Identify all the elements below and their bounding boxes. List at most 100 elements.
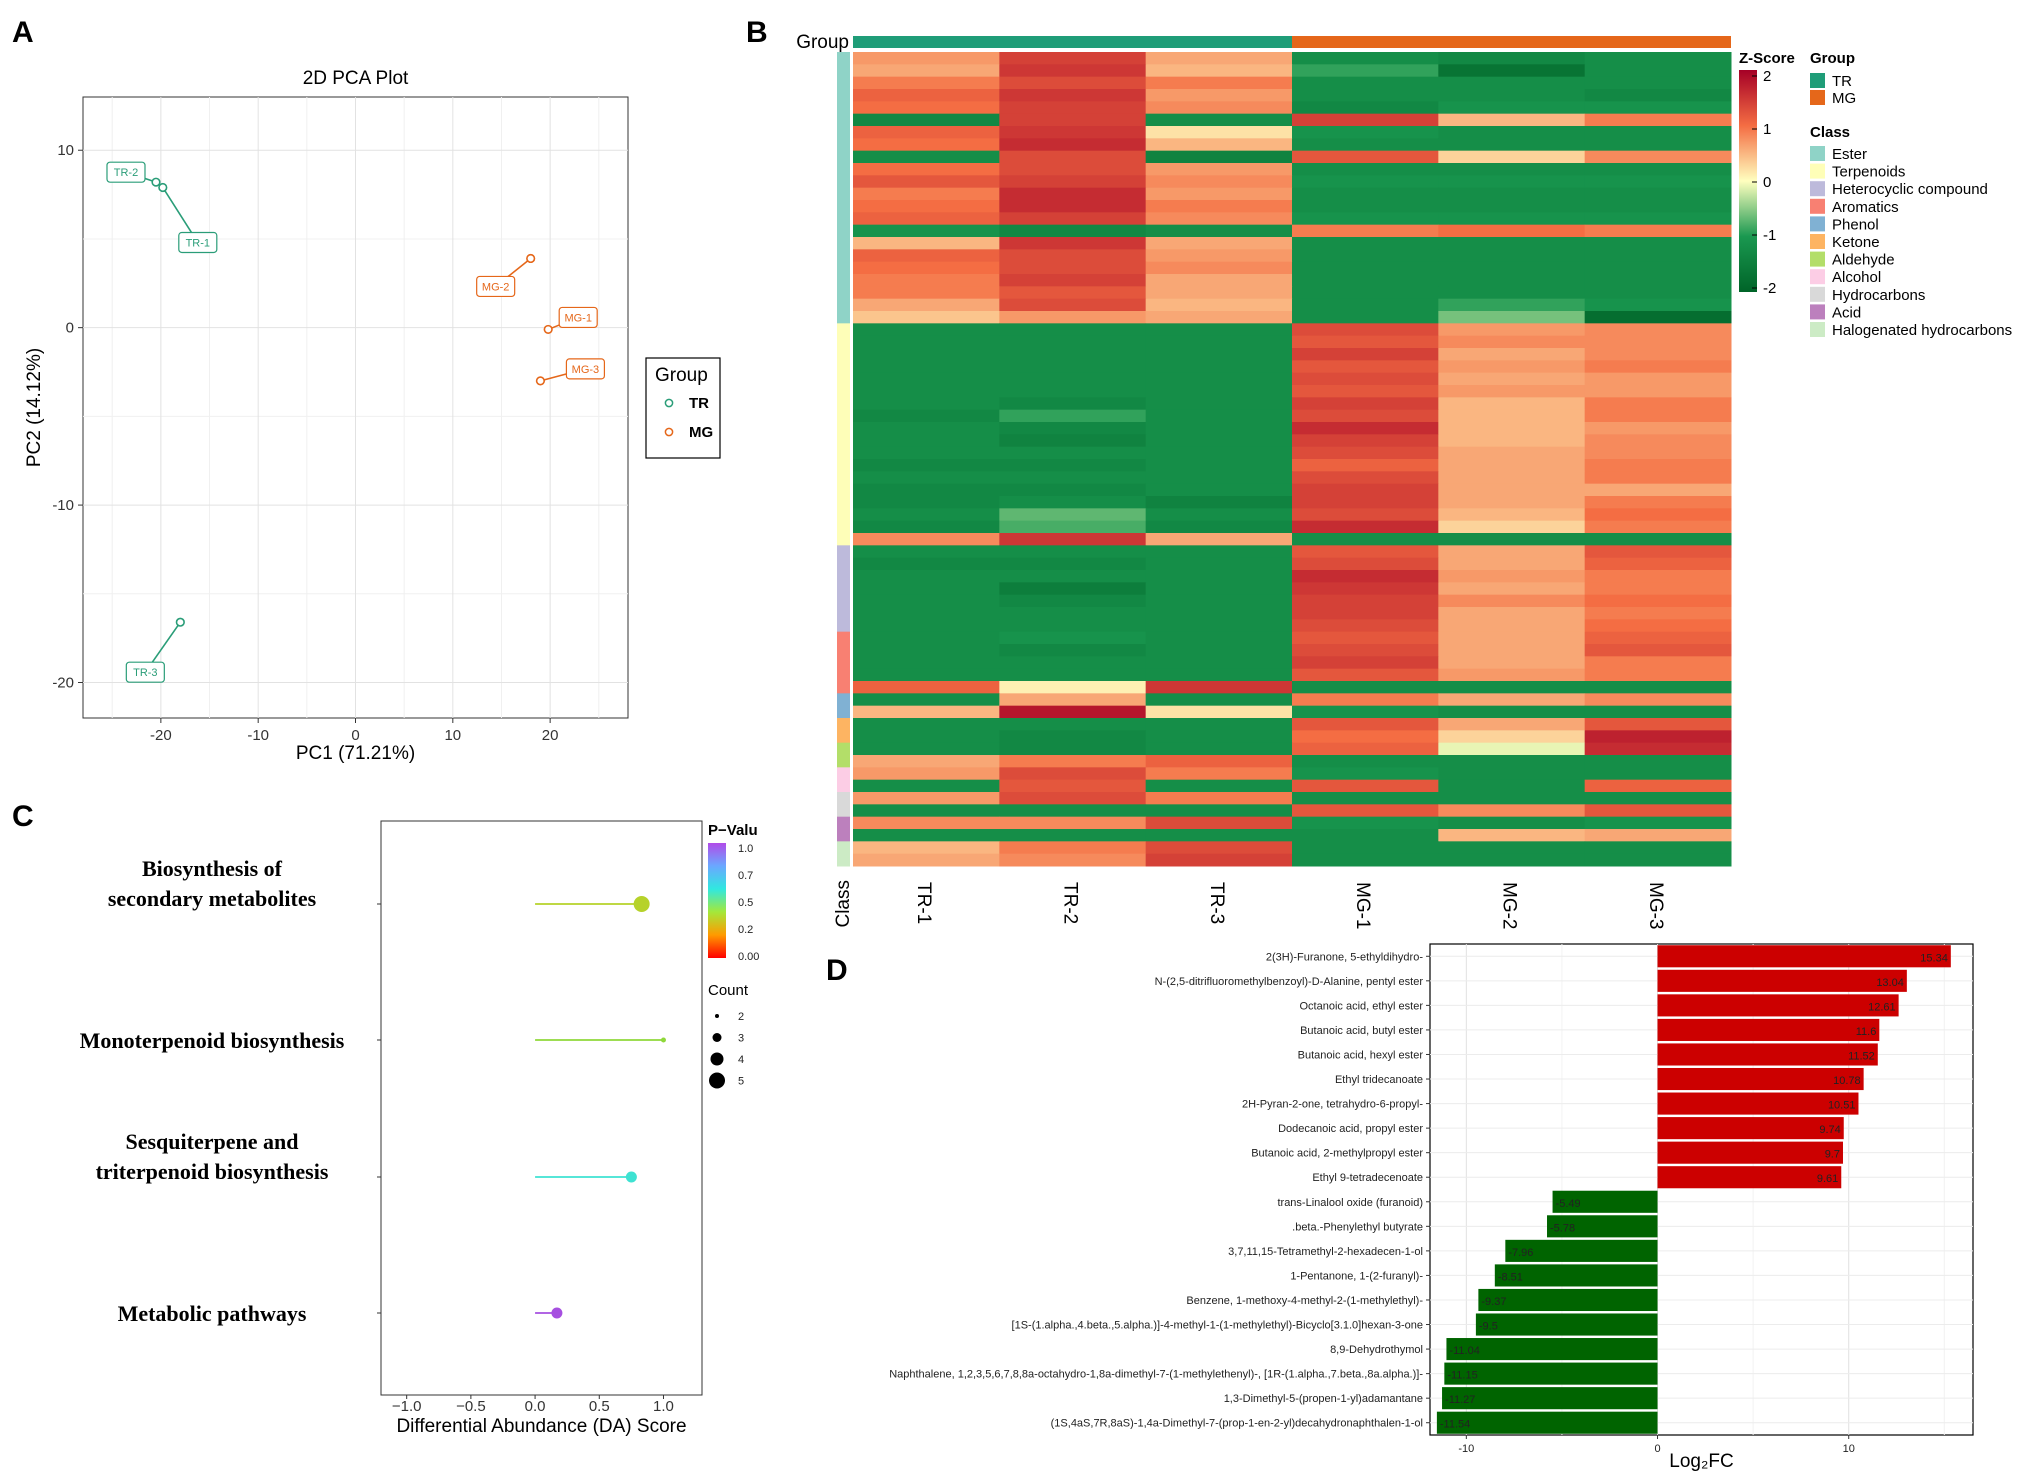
heatmap-cell (999, 434, 1147, 448)
bar (1657, 1092, 1859, 1115)
heatmap-cell (1145, 644, 1293, 657)
bar (1657, 994, 1899, 1017)
heatmap-cell (1145, 557, 1293, 571)
pca-point (151, 177, 161, 187)
column-label: MG-3 (1645, 882, 1666, 930)
heatmap-cell (1584, 570, 1732, 583)
point-label: MG-2 (482, 281, 510, 293)
value-label: -7.96 (1508, 1247, 1533, 1259)
class-bar-segment (837, 792, 850, 818)
heatmap-cell (1584, 853, 1732, 867)
heatmap-cell (1145, 224, 1293, 238)
heatmap-cell (1438, 755, 1586, 768)
heatmap-cell (1292, 767, 1439, 781)
heatmap-cell (1145, 249, 1293, 263)
x-tick-label: −1.0 (392, 1398, 422, 1415)
heatmap-cell (1292, 409, 1439, 423)
class-legend-label: Alcohol (1832, 269, 1881, 286)
heatmap-cell (1438, 323, 1586, 337)
heatmap-cell (1145, 520, 1293, 534)
heatmap-cell (1145, 570, 1293, 583)
heatmap-cell (1145, 76, 1293, 90)
heatmap-cell (853, 853, 1000, 867)
class-legend-swatch (1810, 304, 1825, 320)
value-label: 9.7 (1825, 1149, 1840, 1161)
heatmap-cell (853, 323, 1000, 337)
heatmap-cell (1145, 200, 1293, 213)
heatmap-cell (999, 422, 1147, 435)
category-label: trans-Linalool oxide (furanoid) (1277, 1197, 1423, 1209)
heatmap-cell (999, 594, 1147, 608)
bar (1657, 1117, 1844, 1140)
heatmap-cell (1584, 385, 1732, 398)
x-axis-label: Log₂FC (1669, 1451, 1733, 1471)
heatmap-cell (853, 644, 1000, 657)
heatmap-cell (999, 483, 1147, 497)
heatmap-cell (999, 804, 1147, 818)
heatmap-cell (1145, 471, 1293, 485)
heatmap-cell (1584, 668, 1732, 682)
heatmap-cell (1438, 582, 1586, 596)
heatmap-cell (1584, 237, 1732, 250)
heatmap-cell (853, 187, 1000, 201)
heatmap-cell (1292, 163, 1439, 176)
heatmap-cell (1145, 323, 1293, 337)
heatmap-cell (1438, 668, 1586, 682)
heatmap-cell (1292, 656, 1439, 670)
heatmap-cell (1292, 718, 1439, 731)
column-label: MG-2 (1499, 882, 1520, 930)
heatmap-cell (1145, 668, 1293, 682)
heatmap-cell (999, 163, 1147, 176)
heatmap-cell (853, 52, 1000, 65)
group-legend-label: TR (1832, 73, 1852, 90)
class-legend-swatch (1810, 198, 1825, 214)
count-tick-label: 5 (738, 1076, 744, 1088)
class-legend-label: Phenol (1832, 216, 1879, 233)
zscore-tick-label: 1 (1763, 121, 1771, 138)
class-legend-swatch (1810, 234, 1825, 249)
heatmap-cell (1584, 792, 1732, 805)
heatmap-cell (853, 126, 1000, 139)
heatmap-cell (1145, 582, 1293, 596)
heatmap-cell (1145, 742, 1293, 756)
heatmap-cell (999, 533, 1147, 546)
panel-label-b: B (746, 16, 768, 49)
category-label: 3,7,11,15-Tetramethyl-2-hexadecen-1-ol (1228, 1246, 1423, 1258)
x-tick-label: 0 (1654, 1443, 1660, 1455)
x-tick-label: 0.5 (589, 1398, 610, 1415)
heatmap-cell (999, 372, 1147, 386)
heatmap-cell (853, 693, 1000, 707)
plot-area (1429, 943, 1974, 1436)
heatmap-cell (1438, 718, 1586, 731)
pca-point (526, 253, 536, 264)
heatmap-cell (1145, 298, 1293, 312)
heatmap-cell (853, 212, 1000, 226)
heatmap-cell (1145, 335, 1293, 349)
heatmap-cell (1145, 274, 1293, 287)
heatmap-cell (999, 397, 1147, 411)
heatmap-cell (999, 323, 1147, 337)
heatmap-cell (1584, 631, 1732, 645)
heatmap-cell (1292, 372, 1439, 386)
value-label: -11.27 (1445, 1394, 1475, 1406)
heatmap-cell (853, 237, 1000, 250)
heatmap-cell (1438, 779, 1586, 793)
heatmap-cell (1584, 483, 1732, 497)
heatmap-cell (853, 138, 1000, 152)
heatmap-cell (1584, 126, 1732, 139)
heatmap-cell (1292, 631, 1439, 645)
x-tick-label: −0.5 (456, 1398, 486, 1415)
class-legend-swatch (1810, 251, 1825, 267)
class-legend-label: Terpenoids (1832, 164, 1905, 181)
count-marker (715, 1014, 719, 1018)
group-bar-label: Group (796, 32, 849, 53)
pathway-label: Sesquiterpene and (126, 1129, 299, 1154)
lollipop-head (633, 896, 650, 912)
heatmap-cell (999, 496, 1147, 509)
heatmap-cell (1438, 594, 1586, 608)
heatmap-cell (853, 76, 1000, 90)
heatmap-cell (1292, 76, 1439, 90)
value-label: -9.5 (1479, 1321, 1498, 1333)
group-legend-swatch (1810, 73, 1825, 88)
